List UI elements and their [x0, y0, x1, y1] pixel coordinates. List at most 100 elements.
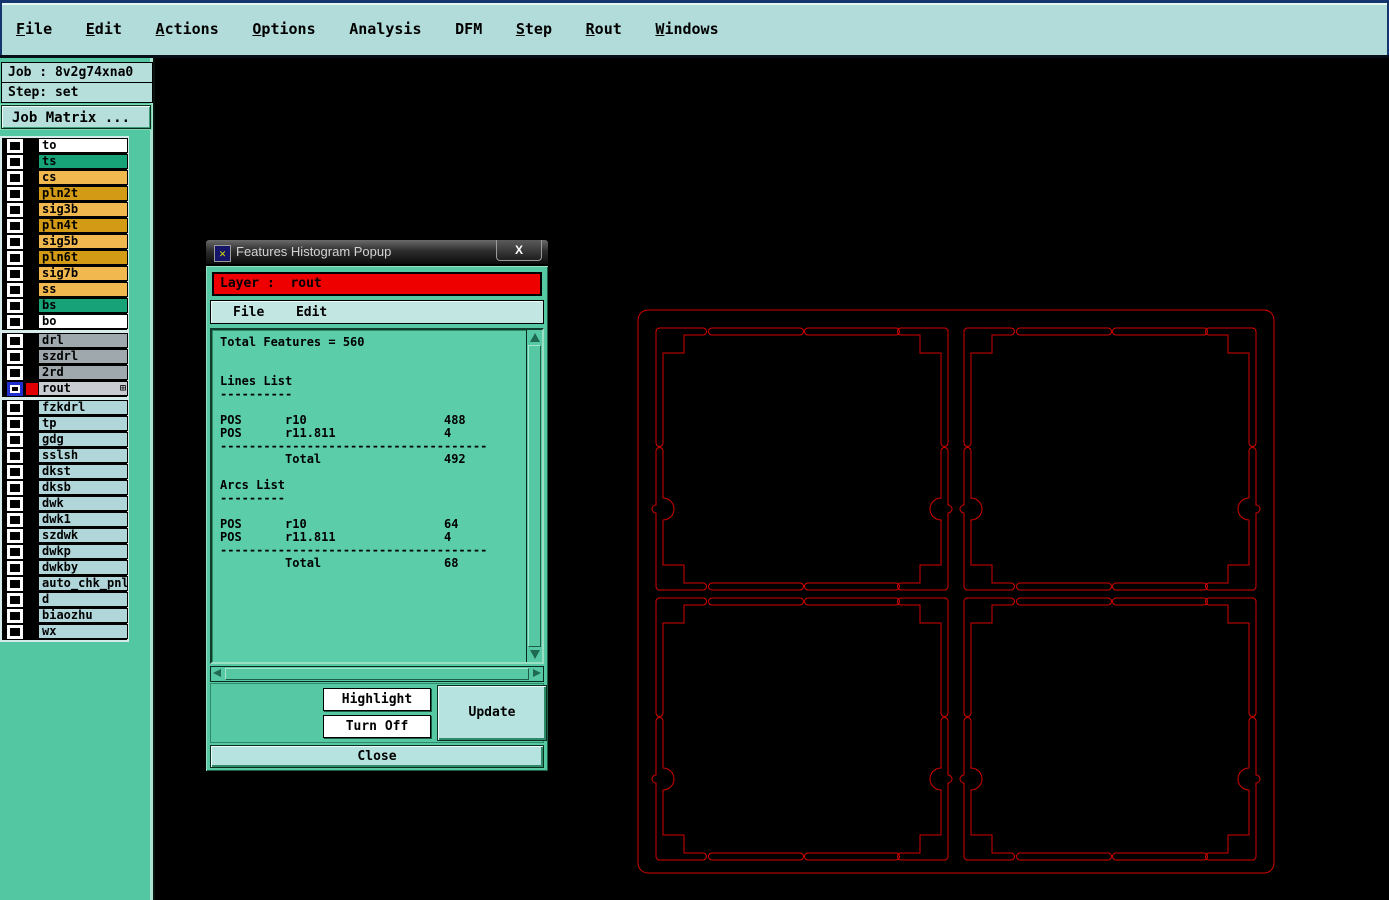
layer-checkbox-pln4t[interactable] [7, 219, 23, 233]
layer-checkbox-auto_chk_pnl[interactable] [7, 577, 23, 591]
layer-checkbox-d[interactable] [7, 593, 23, 607]
rout-top-slot [1016, 597, 1112, 606]
menu-windows[interactable]: Windows [655, 20, 719, 38]
layer-checkbox-biaozhu[interactable] [7, 609, 23, 623]
layer-checkbox-dwkby[interactable] [7, 561, 23, 575]
layer-checkbox-wx[interactable] [7, 625, 23, 639]
layer-checkbox-szdwk[interactable] [7, 529, 23, 543]
layer-label-szdwk[interactable]: szdwk [38, 528, 128, 543]
layer-label-cs[interactable]: cs [38, 170, 128, 185]
layer-label-wx[interactable]: wx [38, 624, 128, 639]
layer-label-tp[interactable]: tp [38, 416, 128, 431]
layer-checkbox-pln6t[interactable] [7, 251, 23, 265]
layer-label-auto_chk_pnl[interactable]: auto_chk_pnl [38, 576, 128, 591]
layer-label-bo[interactable]: bo [38, 314, 128, 329]
layer-checkbox-cs[interactable] [7, 171, 23, 185]
popup-menu-file[interactable]: File [233, 305, 265, 320]
menu-analysis[interactable]: Analysis [349, 20, 422, 38]
layer-checkbox-sig5b[interactable] [7, 235, 23, 249]
popup-titlebar[interactable]: ✕ Features Histogram Popup X [205, 239, 549, 265]
layer-checkbox-szdrl[interactable] [7, 350, 23, 364]
close-button[interactable]: Close [210, 745, 544, 768]
layer-label-dwk[interactable]: dwk [38, 496, 128, 511]
layer-row-dwk1: dwk1 [2, 512, 128, 528]
rout-top-slot [1112, 327, 1208, 336]
layer-checkbox-ss[interactable] [7, 283, 23, 297]
layer-checkbox-dwkp[interactable] [7, 545, 23, 559]
layer-label-dwk1[interactable]: dwk1 [38, 512, 128, 527]
layer-checkbox-bo[interactable] [7, 315, 23, 329]
popup-close-icon[interactable]: X [496, 240, 542, 261]
scroll-down-icon[interactable] [530, 650, 540, 659]
layer-checkbox-sslsh[interactable] [7, 449, 23, 463]
layer-checkbox-drl[interactable] [7, 334, 23, 348]
layer-checkbox-gdg[interactable] [7, 433, 23, 447]
layer-checkbox-sig7b[interactable] [7, 267, 23, 281]
layer-checkbox-dwk[interactable] [7, 497, 23, 511]
layer-label-dwkp[interactable]: dwkp [38, 544, 128, 559]
layer-label-sig5b[interactable]: sig5b [38, 234, 128, 249]
layer-list: to ts cs pln2t sig3b pln4t sig5b pln6t sig7b ss bs… [0, 136, 129, 642]
layer-checkbox-pln2t[interactable] [7, 187, 23, 201]
layer-label-pln4t[interactable]: pln4t [38, 218, 128, 233]
horizontal-scrollbar[interactable] [210, 666, 544, 682]
layer-checkbox-2rd[interactable] [7, 366, 23, 380]
histogram-text-area[interactable]: Total Features = 560 Lines List --------… [210, 328, 544, 664]
layer-label-dksb[interactable]: dksb [38, 480, 128, 495]
rout-right-edge [1205, 717, 1261, 861]
layer-checkbox-dkst[interactable] [7, 465, 23, 479]
menu-rout[interactable]: Rout [585, 20, 622, 38]
layer-checkbox-bs[interactable] [7, 299, 23, 313]
menu-options[interactable]: Options [252, 20, 316, 38]
menu-dfm[interactable]: DFM [455, 20, 483, 38]
menu-file[interactable]: File [16, 20, 53, 38]
turn-off-button[interactable]: Turn Off [323, 715, 431, 738]
layer-checkbox-to[interactable] [7, 139, 23, 153]
layer-checkbox-tp[interactable] [7, 417, 23, 431]
popup-menubar: File Edit [210, 300, 544, 324]
layer-label-sig3b[interactable]: sig3b [38, 202, 128, 217]
vertical-scroll-thumb[interactable] [528, 345, 541, 647]
layer-label-fzkdrl[interactable]: fzkdrl [38, 400, 128, 415]
menu-step[interactable]: Step [515, 20, 552, 38]
highlight-button[interactable]: Highlight [323, 688, 431, 711]
layer-checkbox-sig3b[interactable] [7, 203, 23, 217]
popup-menu-edit[interactable]: Edit [295, 305, 328, 320]
update-button[interactable]: Update [437, 685, 547, 741]
layer-label-drl[interactable]: drl [38, 333, 128, 348]
layer-label-gdg[interactable]: gdg [38, 432, 128, 447]
layer-checkbox-dwk1[interactable] [7, 513, 23, 527]
layer-label-dkst[interactable]: dkst [38, 464, 128, 479]
layer-label-biaozhu[interactable]: biaozhu [38, 608, 128, 623]
layer-label-pln6t[interactable]: pln6t [38, 250, 128, 265]
menu-edit[interactable]: Edit [85, 20, 122, 38]
layer-label-rout[interactable]: rout ⊞ [38, 381, 128, 396]
scroll-left-icon[interactable] [213, 669, 221, 677]
layer-label-to[interactable]: to [38, 138, 128, 153]
menu-actions[interactable]: Actions [155, 20, 219, 38]
layer-label-dwkby[interactable]: dwkby [38, 560, 128, 575]
layer-label-szdrl[interactable]: szdrl [38, 349, 128, 364]
layer-label-sig7b[interactable]: sig7b [38, 266, 128, 281]
layer-label-ss[interactable]: ss [38, 282, 128, 297]
layer-label-ts[interactable]: ts [38, 154, 128, 169]
layer-label-2rd[interactable]: 2rd [38, 365, 128, 380]
layer-row-szdwk: szdwk [2, 528, 128, 544]
layer-label-pln2t[interactable]: pln2t [38, 186, 128, 201]
layer-row-szdrl: szdrl [2, 349, 128, 365]
rout-corner-tl [655, 327, 707, 447]
layer-grid-icon: ⊞ [119, 383, 126, 394]
horizontal-scroll-thumb[interactable] [225, 668, 529, 680]
vertical-scrollbar[interactable] [526, 330, 542, 662]
layer-label-bs[interactable]: bs [38, 298, 128, 313]
job-matrix-button[interactable]: Job Matrix ... [1, 105, 151, 129]
layer-checkbox-rout[interactable] [7, 382, 23, 396]
scroll-up-icon[interactable] [530, 333, 540, 342]
rout-corner-tl [963, 327, 1015, 447]
layer-label-sslsh[interactable]: sslsh [38, 448, 128, 463]
layer-checkbox-ts[interactable] [7, 155, 23, 169]
layer-checkbox-fzkdrl[interactable] [7, 401, 23, 415]
layer-checkbox-dksb[interactable] [7, 481, 23, 495]
layer-label-d[interactable]: d [38, 592, 128, 607]
scroll-right-icon[interactable] [533, 669, 541, 677]
